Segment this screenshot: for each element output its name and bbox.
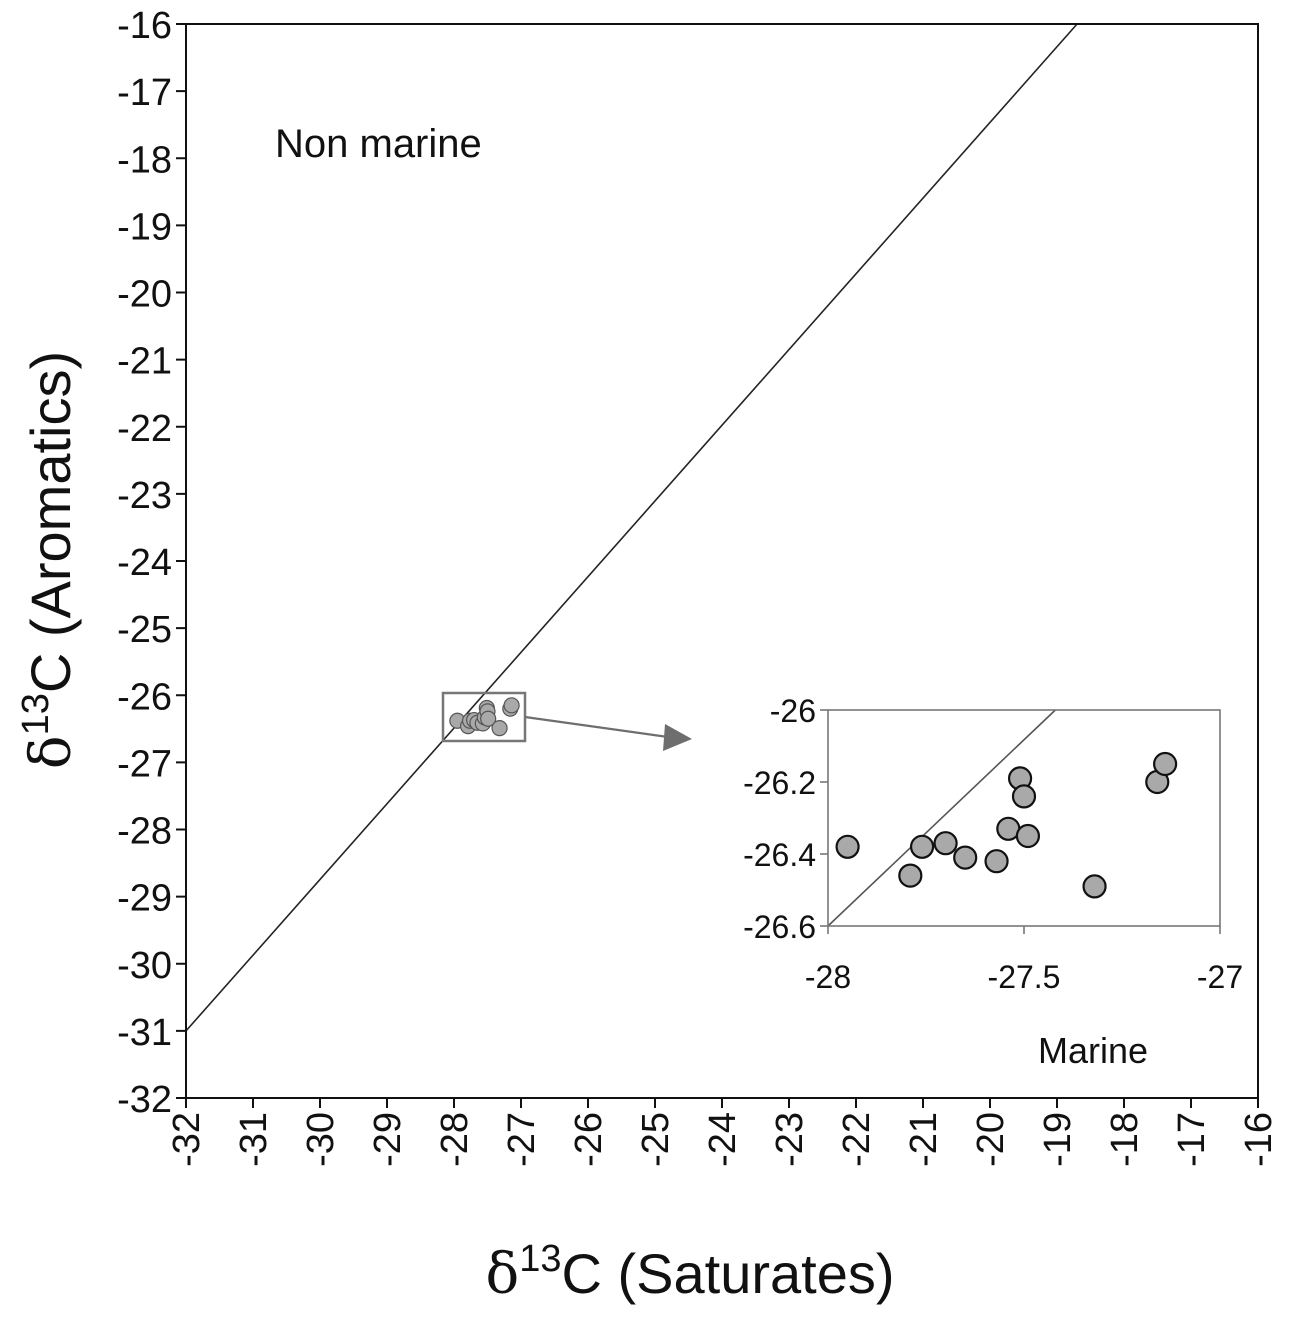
x-axis-label-text: C (Saturates) [562, 1242, 895, 1305]
y-tick-label: -28 [117, 811, 172, 853]
main-data-point [503, 697, 520, 714]
x-tick-label: -29 [367, 1112, 409, 1167]
y-tick-label: -25 [117, 609, 172, 651]
inset-data-point [1011, 784, 1037, 809]
y-tick-label: -17 [117, 72, 172, 114]
y-tick-label: -23 [117, 475, 172, 517]
inset-divider-line [827, 709, 1056, 927]
inset-x-tick-label: -27 [1197, 959, 1243, 995]
inset-plot: -26 -26.2 -26.4 -26.6 -28 -27.5 -27 Marine [743, 693, 1243, 1071]
inset-y-tick-label: -26.2 [743, 765, 816, 801]
x-tick-label: -23 [769, 1112, 811, 1167]
marine-label: Marine [1038, 1030, 1148, 1071]
y-tick-label: -26 [117, 676, 172, 718]
x-tick-label: -30 [300, 1112, 342, 1167]
y-tick-label: -29 [117, 878, 172, 920]
y-tick-label: -22 [117, 408, 172, 450]
inset-data-point [898, 863, 923, 888]
y-axis-label-superscript: 13 [15, 693, 57, 735]
main-plot: -16-17-18-19-20-21-22-23-24-25-26-27-28-… [117, 5, 1280, 1167]
x-tick-label: -18 [1104, 1112, 1146, 1167]
x-axis-label: δ13C (Saturates) [486, 1238, 895, 1307]
inset-y-tick-label: -26.4 [743, 837, 816, 873]
x-tick-label: -25 [635, 1112, 677, 1167]
y-axis-label: δ13C (Aromatics) [15, 351, 84, 769]
inset-data-point [1153, 751, 1178, 777]
x-tick-label: -31 [233, 1112, 275, 1167]
x-tick-label: -27 [501, 1112, 543, 1167]
inset-data-point [1015, 823, 1041, 849]
main-data-point [480, 710, 497, 727]
x-axis-label-delta: δ [486, 1242, 520, 1307]
inset-x-tick-label: -27.5 [988, 959, 1061, 995]
y-tick-label: -18 [117, 139, 172, 181]
inset-y-tick-label: -26 [770, 693, 816, 729]
x-tick-label: -17 [1171, 1112, 1213, 1167]
inset-y-axis-ticks: -26 -26.2 -26.4 -26.6 [743, 693, 828, 945]
main-plot-frame [185, 23, 1259, 1099]
x-tick-label: -22 [836, 1112, 878, 1167]
inset-data-point [984, 849, 1009, 874]
y-tick-label: -19 [117, 206, 172, 248]
x-axis-label-superscript: 13 [519, 1238, 561, 1280]
x-tick-label: -21 [903, 1112, 945, 1167]
zoom-arrow [524, 715, 692, 751]
inset-plot-frame [827, 709, 1221, 927]
y-tick-label: -20 [117, 274, 172, 316]
inset-data-point [933, 831, 958, 856]
x-tick-label: -16 [1238, 1112, 1280, 1167]
inset-data-points [835, 751, 1178, 899]
y-tick-label: -27 [117, 743, 172, 785]
y-tick-label: -16 [117, 5, 172, 47]
main-data-points [449, 697, 520, 737]
main-y-axis-ticks: -16 -17 -18 -19 -20 -21 -22 -23 -24 -25 -26 -27 -28 -… [117, 5, 186, 1121]
x-tick-label: -32 [166, 1112, 208, 1167]
inset-data-point [1082, 874, 1107, 899]
y-tick-label: -24 [117, 542, 172, 584]
y-tick-label: -32 [117, 1079, 172, 1121]
inset-x-axis-ticks: -28 -27.5 -27 [805, 926, 1243, 995]
x-tick-label: -19 [1037, 1112, 1079, 1167]
main-x-axis-ticks: -32 -31 -30 -29 -28 -27 -26 -25 -24 -23 -22 -21 -20-… [166, 1098, 1280, 1167]
inset-data-point [835, 834, 860, 859]
inset-data-point [909, 834, 935, 859]
inset-x-tick-label: -28 [805, 959, 851, 995]
x-tick-label: -28 [434, 1112, 476, 1167]
main-data-point [491, 720, 508, 737]
x-tick-label: -20 [970, 1112, 1012, 1167]
x-tick-label: -26 [568, 1112, 610, 1167]
y-axis-label-delta: δ [19, 735, 84, 769]
main-divider-line [185, 23, 1078, 1032]
y-tick-label: -21 [117, 341, 172, 383]
inset-y-tick-label: -26.6 [743, 909, 816, 945]
x-tick-label: -24 [702, 1112, 744, 1167]
non-marine-label: Non marine [275, 122, 482, 166]
y-tick-label: -30 [117, 945, 172, 987]
inset-data-point [953, 845, 978, 870]
y-axis-label-text: C (Aromatics) [19, 351, 82, 693]
y-tick-label: -31 [117, 1012, 172, 1054]
